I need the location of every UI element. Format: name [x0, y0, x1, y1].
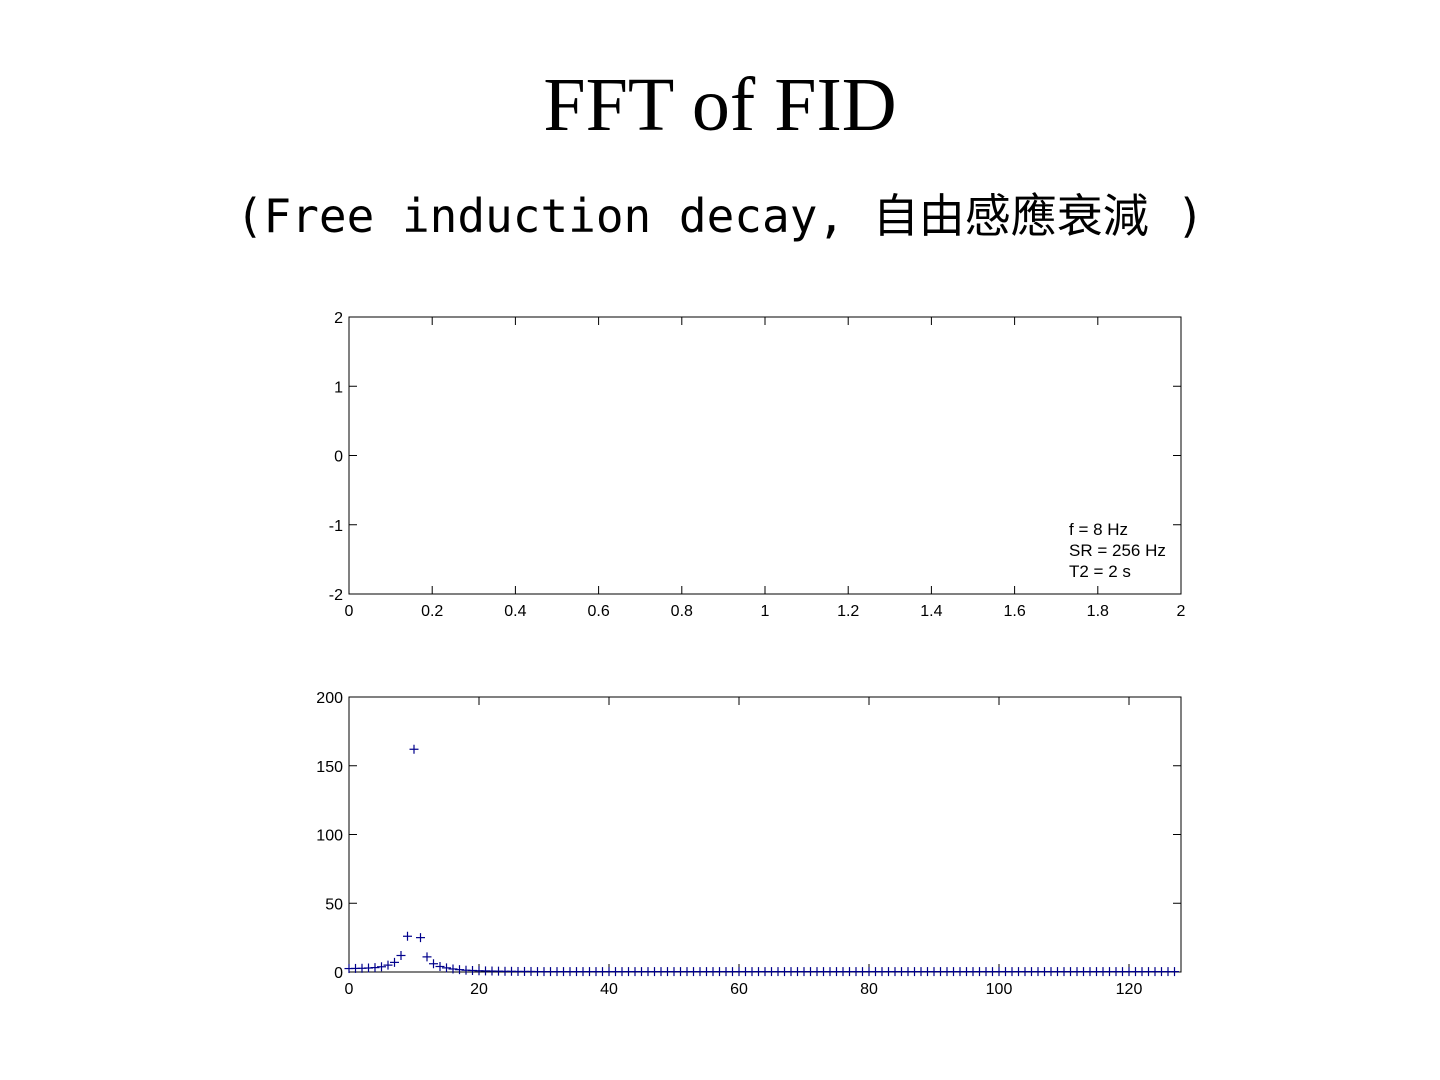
plot-annotation: SR = 256 Hz [1069, 541, 1166, 560]
x-tick-label: 0.6 [587, 603, 609, 620]
y-tick-label: 0 [334, 965, 343, 982]
data-point-marker [370, 963, 380, 973]
data-point-marker [390, 957, 399, 967]
plot-annotation: T2 = 2 s [1069, 562, 1131, 581]
x-tick-label: 60 [730, 981, 748, 998]
slide-title: FFT of FID [543, 63, 897, 147]
fft-magnitude-plot: 0 20 40 60 80 100 120 0 50 100 150 200 [316, 690, 1182, 998]
x-tick-label: 1 [761, 603, 770, 620]
data-point-marker [409, 744, 419, 754]
data-point-marker [1170, 967, 1179, 977]
x-tick-label: 0.4 [504, 603, 526, 620]
x-tick-label: 1.8 [1087, 603, 1109, 620]
x-tick-label: 0.8 [671, 603, 693, 620]
x-tick-label: 1.6 [1003, 603, 1025, 620]
x-tick-label: 0 [345, 603, 354, 620]
y-tick-label: -2 [329, 587, 343, 604]
y-tick-label: -1 [329, 518, 343, 535]
data-point-marker [396, 951, 406, 960]
y-tick-label: 200 [316, 690, 343, 707]
y-tick-label: 150 [316, 759, 343, 776]
data-point-marker [422, 952, 432, 962]
x-tick-label: 100 [986, 981, 1013, 998]
data-point-marker [383, 960, 393, 970]
data-point-marker [429, 959, 438, 969]
x-tick-label: 120 [1116, 981, 1143, 998]
y-tick-label: 0 [334, 449, 343, 466]
x-tick-label: 1.2 [837, 603, 859, 620]
y-tick-label: 50 [325, 896, 343, 913]
x-tick-label: 20 [470, 981, 488, 998]
x-tick-label: 1.4 [920, 603, 942, 620]
y-tick-label: 100 [316, 828, 343, 845]
x-tick-label: 80 [860, 981, 878, 998]
data-point-marker [377, 962, 386, 972]
time-domain-plot: 0 0.2 0.4 0.6 0.8 1 1.2 1.4 1.6 1.8 2 -2 -1 0 1 2 f = 8 … [329, 310, 1186, 620]
data-point-marker [416, 933, 425, 943]
axes-frame [348, 316, 1182, 595]
slide-subtitle: (Free induction decay, 自由感應衰減 ) [235, 189, 1205, 243]
y-tick-label: 1 [334, 379, 343, 396]
x-tick-label: 0 [345, 981, 354, 998]
axes-frame [348, 696, 1182, 973]
data-point-marker [442, 963, 451, 973]
y-tick-label: 2 [334, 310, 343, 327]
data-point-marker [448, 964, 458, 974]
plot-annotation: f = 8 Hz [1069, 520, 1128, 539]
data-point-marker [435, 962, 445, 971]
data-point-marker [403, 931, 412, 941]
x-tick-label: 2 [1177, 603, 1186, 620]
x-tick-label: 0.2 [421, 603, 443, 620]
x-tick-label: 40 [600, 981, 618, 998]
